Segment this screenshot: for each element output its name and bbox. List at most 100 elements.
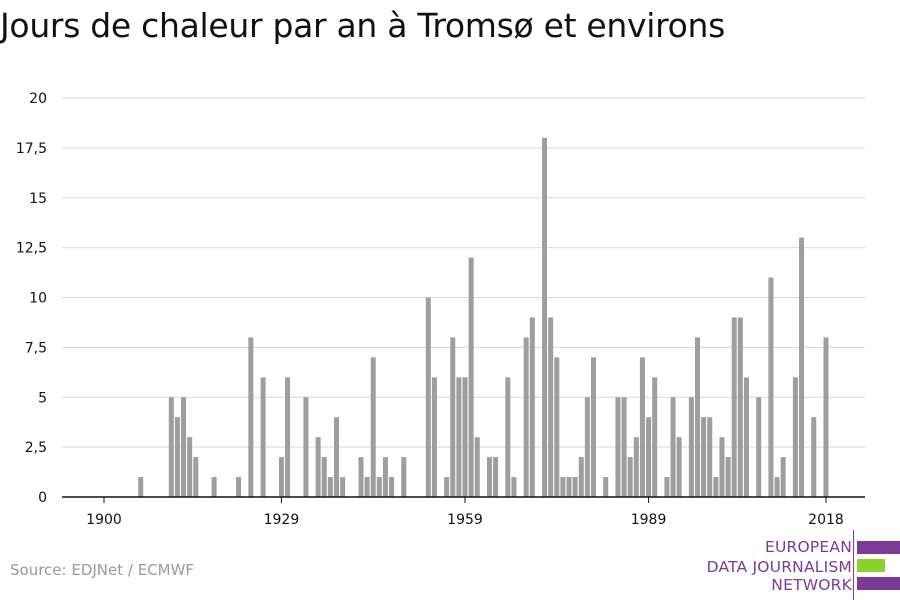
logo-bar-bottom (857, 577, 900, 590)
bar-1996[interactable] (688, 397, 694, 497)
bar-1988[interactable] (639, 357, 645, 497)
bar-2011[interactable] (780, 457, 786, 497)
bar-1986[interactable] (627, 457, 633, 497)
y-tick-label: 20 (29, 91, 47, 107)
bar-2016[interactable] (811, 417, 817, 497)
bar-chart: 0 2,5 5 7,5 10 12,5 15 17,5 20 1900 1929 1959 1989 2… (16, 91, 865, 528)
bar-1974[interactable] (554, 357, 560, 497)
x-tick-label: 1989 (631, 512, 667, 528)
bar-1972[interactable] (542, 137, 548, 497)
bar-1935[interactable] (315, 437, 321, 497)
bar-1949[interactable] (401, 457, 407, 497)
bar-1961[interactable] (474, 437, 480, 497)
bar-1999[interactable] (707, 417, 713, 497)
bar-2002[interactable] (725, 457, 731, 497)
edjnet-logo[interactable]: EUROPEAN DATA JOURNALISM NETWORK (700, 530, 900, 600)
bar-1984[interactable] (615, 397, 621, 497)
logo-line-2: DATA JOURNALISM (706, 558, 852, 576)
bar-1958[interactable] (456, 377, 462, 497)
bar-1956[interactable] (444, 477, 450, 497)
bar-2009[interactable] (768, 277, 774, 497)
logo-bar-top (857, 541, 900, 554)
logo-line-3: NETWORK (771, 576, 852, 594)
bar-1911[interactable] (168, 397, 174, 497)
bar-1976[interactable] (566, 477, 572, 497)
bar-1982[interactable] (603, 477, 609, 497)
bar-2007[interactable] (756, 397, 762, 497)
bar-1924[interactable] (248, 337, 254, 497)
bar-1998[interactable] (701, 417, 707, 497)
bar-1969[interactable] (523, 337, 529, 497)
bar-1959[interactable] (462, 377, 468, 497)
bar-1963[interactable] (486, 457, 492, 497)
bars (138, 137, 829, 498)
y-tick-label: 5 (38, 390, 47, 406)
bar-1954[interactable] (431, 377, 437, 497)
bar-1975[interactable] (560, 477, 566, 497)
x-tick-label: 1929 (264, 512, 300, 528)
bar-1946[interactable] (382, 457, 388, 497)
bar-1979[interactable] (584, 397, 590, 497)
bar-1994[interactable] (676, 437, 682, 497)
bar-1926[interactable] (260, 377, 266, 497)
bar-1953[interactable] (425, 297, 431, 498)
bar-1918[interactable] (211, 477, 217, 497)
bar-1960[interactable] (468, 257, 474, 497)
bar-1973[interactable] (548, 317, 554, 497)
bar-1933[interactable] (303, 397, 309, 497)
x-tick-label: 1900 (86, 512, 122, 528)
bar-1936[interactable] (321, 457, 327, 497)
bar-1957[interactable] (450, 337, 456, 497)
bar-1989[interactable] (646, 417, 652, 497)
bar-1915[interactable] (193, 457, 199, 497)
bar-1913[interactable] (181, 397, 187, 497)
y-tick-label: 0 (38, 490, 47, 506)
bar-1978[interactable] (578, 457, 584, 497)
bar-2005[interactable] (743, 377, 749, 497)
source-note: Source: EDJNet / ECMWF (10, 561, 195, 579)
bar-1943[interactable] (364, 477, 370, 497)
bar-1914[interactable] (187, 437, 193, 497)
chart-title: Jours de chaleur par an à Tromsø et envi… (0, 6, 726, 45)
bar-1939[interactable] (340, 477, 346, 497)
y-axis-labels: 0 2,5 5 7,5 10 12,5 15 17,5 20 (16, 91, 47, 506)
y-tick-label: 15 (29, 191, 47, 207)
bar-1964[interactable] (493, 457, 499, 497)
bar-1992[interactable] (664, 477, 670, 497)
bar-1947[interactable] (389, 477, 395, 497)
bar-1945[interactable] (376, 477, 382, 497)
y-tick-label: 12,5 (16, 241, 47, 257)
bar-2001[interactable] (719, 437, 725, 497)
bar-1990[interactable] (652, 377, 658, 497)
bar-1938[interactable] (334, 417, 340, 497)
bar-1930[interactable] (285, 377, 291, 497)
y-tick-label: 10 (29, 291, 47, 307)
logo-divider (853, 530, 854, 600)
bar-1967[interactable] (511, 477, 517, 497)
bar-2000[interactable] (713, 477, 719, 497)
bar-1929[interactable] (278, 457, 284, 497)
bar-1980[interactable] (590, 357, 596, 497)
bar-1977[interactable] (572, 477, 578, 497)
bar-1912[interactable] (174, 417, 180, 497)
bar-2003[interactable] (731, 317, 737, 497)
bar-1906[interactable] (138, 477, 144, 497)
bar-1987[interactable] (633, 437, 639, 497)
bar-2004[interactable] (737, 317, 743, 497)
bar-2018[interactable] (823, 337, 829, 497)
bar-1944[interactable] (370, 357, 376, 497)
bar-1985[interactable] (621, 397, 627, 497)
bar-2014[interactable] (799, 237, 805, 497)
bar-1993[interactable] (670, 397, 676, 497)
bar-1942[interactable] (358, 457, 364, 497)
bar-1937[interactable] (327, 477, 333, 497)
x-tick-label: 2018 (808, 512, 844, 528)
bar-2013[interactable] (792, 377, 798, 497)
bar-2010[interactable] (774, 477, 780, 497)
y-tick-label: 7,5 (25, 340, 47, 356)
bar-1922[interactable] (236, 477, 242, 497)
bar-1970[interactable] (529, 317, 535, 497)
bar-1966[interactable] (505, 377, 511, 497)
x-tick-label: 1959 (447, 512, 483, 528)
bar-1997[interactable] (695, 337, 701, 497)
